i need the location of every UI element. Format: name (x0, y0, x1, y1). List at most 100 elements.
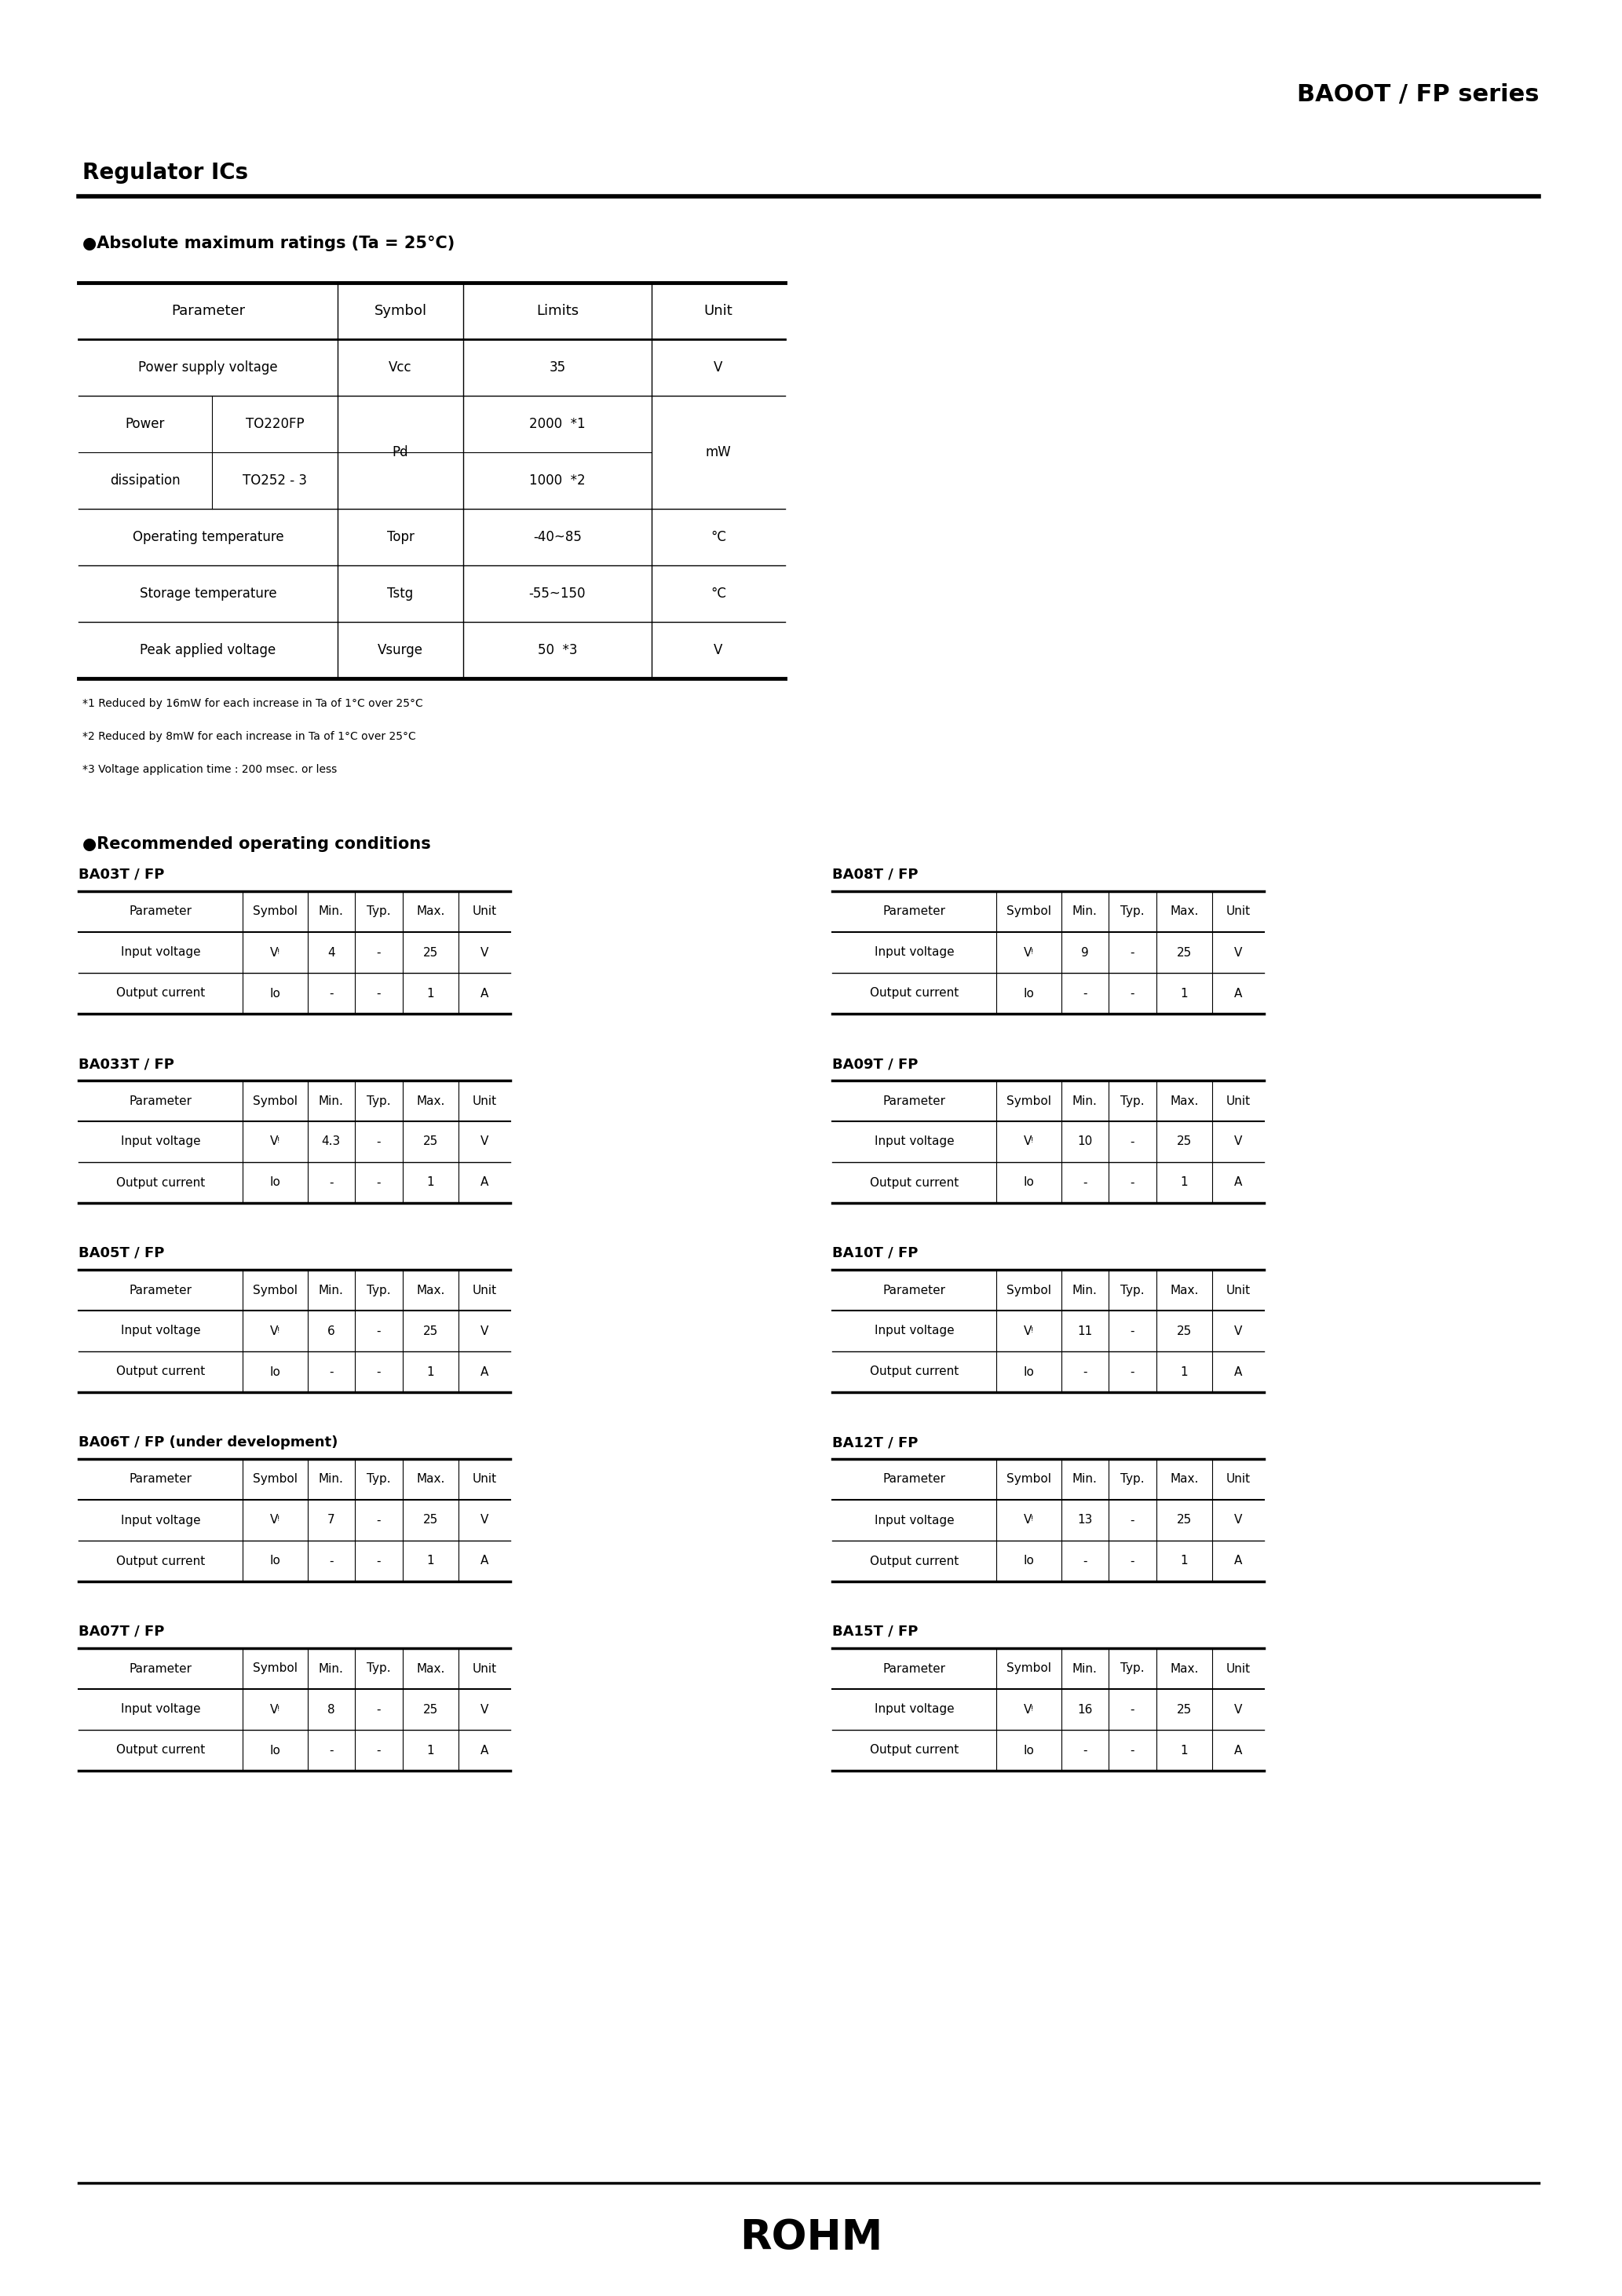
Text: Parameter: Parameter (882, 1283, 946, 1295)
Text: Parameter: Parameter (130, 1283, 191, 1295)
Text: Operating temperature: Operating temperature (133, 530, 284, 544)
Text: 1: 1 (427, 1745, 435, 1756)
Text: V: V (1234, 1325, 1242, 1336)
Text: Io: Io (1023, 1554, 1035, 1566)
Text: 2000  *1: 2000 *1 (529, 418, 586, 432)
Text: 1000  *2: 1000 *2 (529, 473, 586, 487)
Text: Vᵎ: Vᵎ (269, 946, 281, 957)
Text: -: - (1131, 1554, 1134, 1566)
Text: Io: Io (269, 1745, 281, 1756)
Text: Symbol: Symbol (1006, 1095, 1051, 1107)
Text: ●Absolute maximum ratings (Ta = 25°C): ●Absolute maximum ratings (Ta = 25°C) (83, 236, 454, 250)
Text: Input voltage: Input voltage (874, 1704, 954, 1715)
Text: Typ.: Typ. (1121, 1095, 1144, 1107)
Text: Unit: Unit (472, 1662, 496, 1674)
Text: Max.: Max. (417, 905, 444, 918)
Text: BA07T / FP: BA07T / FP (78, 1626, 164, 1639)
Text: BA05T / FP: BA05T / FP (78, 1247, 164, 1261)
Text: BA09T / FP: BA09T / FP (832, 1056, 918, 1070)
Text: BA10T / FP: BA10T / FP (832, 1247, 918, 1261)
Text: 25: 25 (423, 1704, 438, 1715)
Text: BA12T / FP: BA12T / FP (832, 1435, 918, 1449)
Text: A: A (480, 1745, 488, 1756)
Text: -: - (1082, 1554, 1087, 1566)
Text: Min.: Min. (318, 905, 344, 918)
Text: Max.: Max. (1169, 1474, 1199, 1486)
Text: -: - (329, 1176, 333, 1189)
Text: 1: 1 (427, 1554, 435, 1566)
Text: Output current: Output current (117, 1745, 204, 1756)
Text: 13: 13 (1077, 1515, 1092, 1527)
Text: Unit: Unit (1226, 1095, 1251, 1107)
Text: Max.: Max. (1169, 1662, 1199, 1674)
Text: Output current: Output current (117, 1554, 204, 1566)
Text: 25: 25 (1176, 1137, 1192, 1148)
Text: BA06T / FP (under development): BA06T / FP (under development) (78, 1435, 337, 1449)
Text: Limits: Limits (537, 303, 579, 319)
Text: -: - (376, 1366, 381, 1378)
Text: Typ.: Typ. (367, 1283, 391, 1295)
Text: -: - (1131, 1515, 1134, 1527)
Text: Vᵎ: Vᵎ (1023, 1325, 1033, 1336)
Text: Unit: Unit (1226, 1662, 1251, 1674)
Text: Min.: Min. (318, 1283, 344, 1295)
Text: Io: Io (269, 1554, 281, 1566)
Text: BA08T / FP: BA08T / FP (832, 868, 918, 882)
Text: 1: 1 (1181, 1745, 1187, 1756)
Text: Input voltage: Input voltage (874, 1515, 954, 1527)
Text: 7: 7 (328, 1515, 334, 1527)
Text: Io: Io (1023, 1745, 1035, 1756)
Text: Max.: Max. (417, 1283, 444, 1295)
Text: Symbol: Symbol (1006, 1474, 1051, 1486)
Text: -: - (376, 1137, 381, 1148)
Text: 4: 4 (328, 946, 334, 957)
Text: Parameter: Parameter (130, 905, 191, 918)
Text: Min.: Min. (1072, 905, 1098, 918)
Text: -: - (329, 1554, 333, 1566)
Text: A: A (1234, 987, 1242, 999)
Text: Parameter: Parameter (130, 1662, 191, 1674)
Text: Parameter: Parameter (882, 1095, 946, 1107)
Text: Unit: Unit (1226, 1283, 1251, 1295)
Text: mW: mW (706, 445, 732, 459)
Text: Vᵎ: Vᵎ (1023, 1137, 1033, 1148)
Text: Output current: Output current (869, 1176, 959, 1189)
Text: dissipation: dissipation (110, 473, 180, 487)
Text: -: - (376, 1515, 381, 1527)
Text: Min.: Min. (318, 1662, 344, 1674)
Text: *2 Reduced by 8mW for each increase in Ta of 1°C over 25°C: *2 Reduced by 8mW for each increase in T… (83, 730, 415, 742)
Text: 25: 25 (1176, 1515, 1192, 1527)
Text: Unit: Unit (472, 905, 496, 918)
Text: Io: Io (269, 1176, 281, 1189)
Text: -: - (1082, 1366, 1087, 1378)
Text: Output current: Output current (117, 1176, 204, 1189)
Text: BA033T / FP: BA033T / FP (78, 1056, 174, 1070)
Text: Regulator ICs: Regulator ICs (83, 161, 248, 184)
Text: *1 Reduced by 16mW for each increase in Ta of 1°C over 25°C: *1 Reduced by 16mW for each increase in … (83, 698, 423, 709)
Text: Output current: Output current (869, 987, 959, 999)
Text: Symbol: Symbol (253, 1662, 297, 1674)
Text: 25: 25 (1176, 1325, 1192, 1336)
Text: 35: 35 (550, 360, 566, 374)
Text: Tstg: Tstg (388, 585, 414, 602)
Text: -: - (1131, 987, 1134, 999)
Text: -: - (376, 946, 381, 957)
Text: Output current: Output current (869, 1366, 959, 1378)
Text: -: - (376, 1325, 381, 1336)
Text: Min.: Min. (1072, 1662, 1098, 1674)
Text: -: - (376, 1745, 381, 1756)
Text: 11: 11 (1077, 1325, 1092, 1336)
Text: -: - (1082, 1176, 1087, 1189)
Text: Parameter: Parameter (882, 1662, 946, 1674)
Text: Typ.: Typ. (367, 1474, 391, 1486)
Text: Min.: Min. (318, 1474, 344, 1486)
Text: -: - (1131, 1176, 1134, 1189)
Text: Input voltage: Input voltage (120, 1325, 201, 1336)
Text: Vᵎ: Vᵎ (1023, 946, 1033, 957)
Text: Storage temperature: Storage temperature (139, 585, 277, 602)
Text: Unit: Unit (472, 1474, 496, 1486)
Text: Input voltage: Input voltage (120, 946, 201, 957)
Text: Input voltage: Input voltage (120, 1137, 201, 1148)
Text: BA15T / FP: BA15T / FP (832, 1626, 918, 1639)
Text: 1: 1 (1181, 1176, 1187, 1189)
